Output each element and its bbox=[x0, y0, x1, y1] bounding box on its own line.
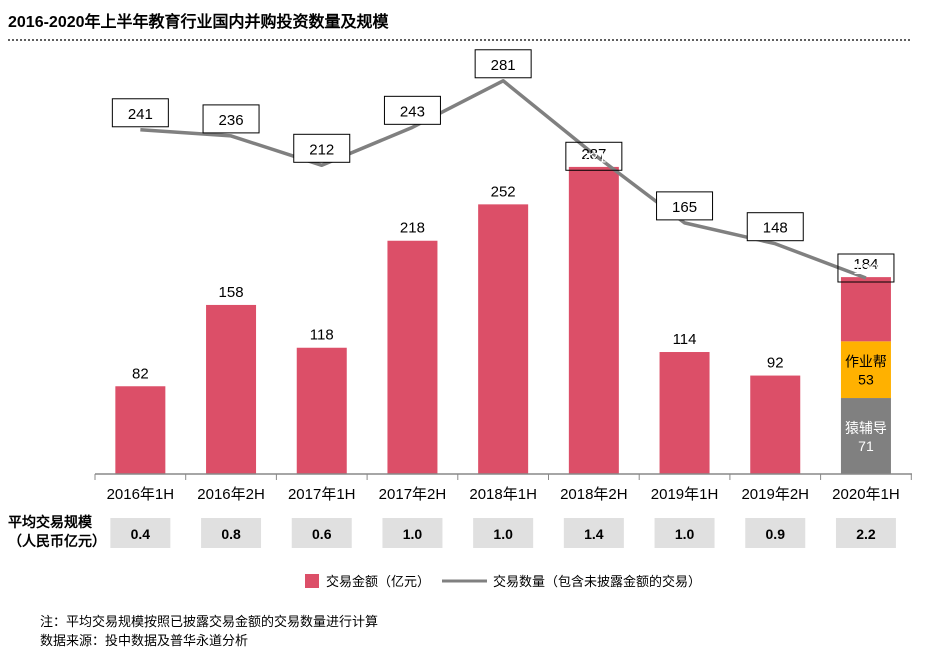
avg-value-box bbox=[291, 518, 352, 548]
bar bbox=[750, 375, 801, 474]
chart-title: 2016-2020年上半年教育行业国内并购投资数量及规模 bbox=[8, 12, 390, 31]
deal-count-box bbox=[202, 104, 260, 134]
bars-group: 猿辅导 71 作业帮 53 bbox=[115, 166, 891, 475]
deal-count-box bbox=[111, 98, 169, 128]
bar-value-label: 252 bbox=[491, 183, 516, 200]
deal-count-box bbox=[293, 133, 351, 163]
labels-group: 82 158 118 218 252 287 114 92 184 241 236 212 243 281… bbox=[111, 49, 895, 382]
data-source: 数据来源：投中数据及普华永道分析 bbox=[40, 633, 248, 648]
deal-count-label: 236 bbox=[219, 112, 244, 129]
bar-segment-other bbox=[840, 277, 891, 342]
x-tick-label: 2017年1H bbox=[288, 486, 356, 503]
x-tick-label: 2020年1H bbox=[832, 486, 900, 503]
x-tick-label: 2016年2H bbox=[197, 486, 265, 503]
x-tick-label: 2017年2H bbox=[379, 486, 447, 503]
deal-count-label: 281 bbox=[491, 57, 516, 74]
avg-value-box bbox=[110, 518, 171, 548]
bar-value-label: 114 bbox=[673, 331, 697, 348]
segment-value: 71 bbox=[858, 438, 874, 454]
deal-count-box bbox=[565, 141, 623, 171]
legend-bar-swatch bbox=[305, 574, 319, 588]
avg-value: 1.0 bbox=[493, 526, 513, 542]
x-tick-label: 2019年2H bbox=[741, 486, 809, 503]
bar-value-label: 287 bbox=[581, 146, 606, 163]
x-tick-label: 2018年1H bbox=[469, 486, 537, 503]
deal-count-box bbox=[383, 95, 441, 125]
deal-count-label: 241 bbox=[128, 106, 153, 123]
segment-value: 53 bbox=[858, 372, 874, 388]
avg-value-box bbox=[745, 518, 806, 548]
bar-segment-1 bbox=[840, 398, 891, 474]
avg-value: 1.0 bbox=[675, 526, 695, 542]
bar bbox=[387, 240, 438, 474]
avg-value: 2.2 bbox=[856, 526, 876, 542]
avg-value-box bbox=[201, 518, 262, 548]
avg-value: 1.0 bbox=[403, 526, 423, 542]
x-tick-label: 2019年1H bbox=[651, 486, 719, 503]
bar bbox=[206, 304, 257, 474]
bar bbox=[296, 347, 347, 474]
deal-count-label: 212 bbox=[309, 141, 334, 158]
line-group bbox=[140, 79, 867, 280]
bar bbox=[568, 166, 619, 474]
avg-value-box bbox=[654, 518, 715, 548]
deal-count-box bbox=[474, 49, 532, 79]
avg-value: 0.4 bbox=[131, 526, 151, 542]
deal-count-label: 243 bbox=[400, 103, 425, 120]
deal-count-box bbox=[656, 191, 714, 221]
segment-name: 猿辅导 bbox=[845, 420, 887, 436]
avg-value-box bbox=[563, 518, 624, 548]
segment-name: 作业帮 bbox=[845, 354, 887, 370]
avg-value: 0.8 bbox=[221, 526, 241, 542]
avg-value-box bbox=[473, 518, 534, 548]
deal-count-line bbox=[140, 79, 867, 280]
avg-value: 0.9 bbox=[766, 526, 786, 542]
deal-count-label: 221 bbox=[581, 149, 606, 166]
deal-count-label: 148 bbox=[763, 220, 788, 237]
bar bbox=[478, 204, 529, 475]
bar-value-label: 158 bbox=[219, 284, 244, 301]
bar bbox=[115, 386, 166, 474]
bar-value-label: 184 bbox=[853, 256, 878, 273]
bar-segment-2 bbox=[840, 341, 891, 399]
deal-count-box bbox=[837, 253, 895, 283]
avg-value-box bbox=[835, 518, 896, 548]
x-tick-label: 2016年1H bbox=[107, 486, 175, 503]
legend-line-label: 交易数量（包含未披露金额的交易） bbox=[493, 574, 701, 589]
bar-value-label: 118 bbox=[310, 327, 334, 344]
bar-value-label: 218 bbox=[400, 220, 425, 237]
avg-label-line1: 平均交易规模 bbox=[8, 514, 93, 530]
bar bbox=[659, 352, 710, 474]
avg-value: 0.6 bbox=[312, 526, 332, 542]
bar-value-label: 92 bbox=[767, 355, 784, 372]
bar-value-label: 82 bbox=[132, 365, 149, 382]
legend-bar-label: 交易金额（亿元） bbox=[326, 574, 430, 589]
x-tick-labels: 2016年1H 2016年2H 2017年1H 2017年2H 2018年1H 2018年… bbox=[94, 474, 912, 503]
avg-values-row: 0.4 0.8 0.6 1.0 1.0 1.4 1.0 0.9 2.2 bbox=[110, 518, 896, 548]
footnote: 注：平均交易规模按照已披露交易金额的交易数量进行计算 bbox=[40, 614, 378, 629]
avg-value-box bbox=[382, 518, 443, 548]
legend: 交易金额（亿元） 交易数量（包含未披露金额的交易） bbox=[305, 574, 701, 589]
x-tick-label: 2018年2H bbox=[560, 486, 628, 503]
deal-count-label: 120 bbox=[853, 261, 878, 278]
deal-count-box bbox=[746, 212, 804, 242]
avg-label-line2: （人民币亿元） bbox=[8, 533, 106, 549]
deal-count-label: 165 bbox=[672, 199, 697, 216]
avg-value: 1.4 bbox=[584, 526, 604, 542]
